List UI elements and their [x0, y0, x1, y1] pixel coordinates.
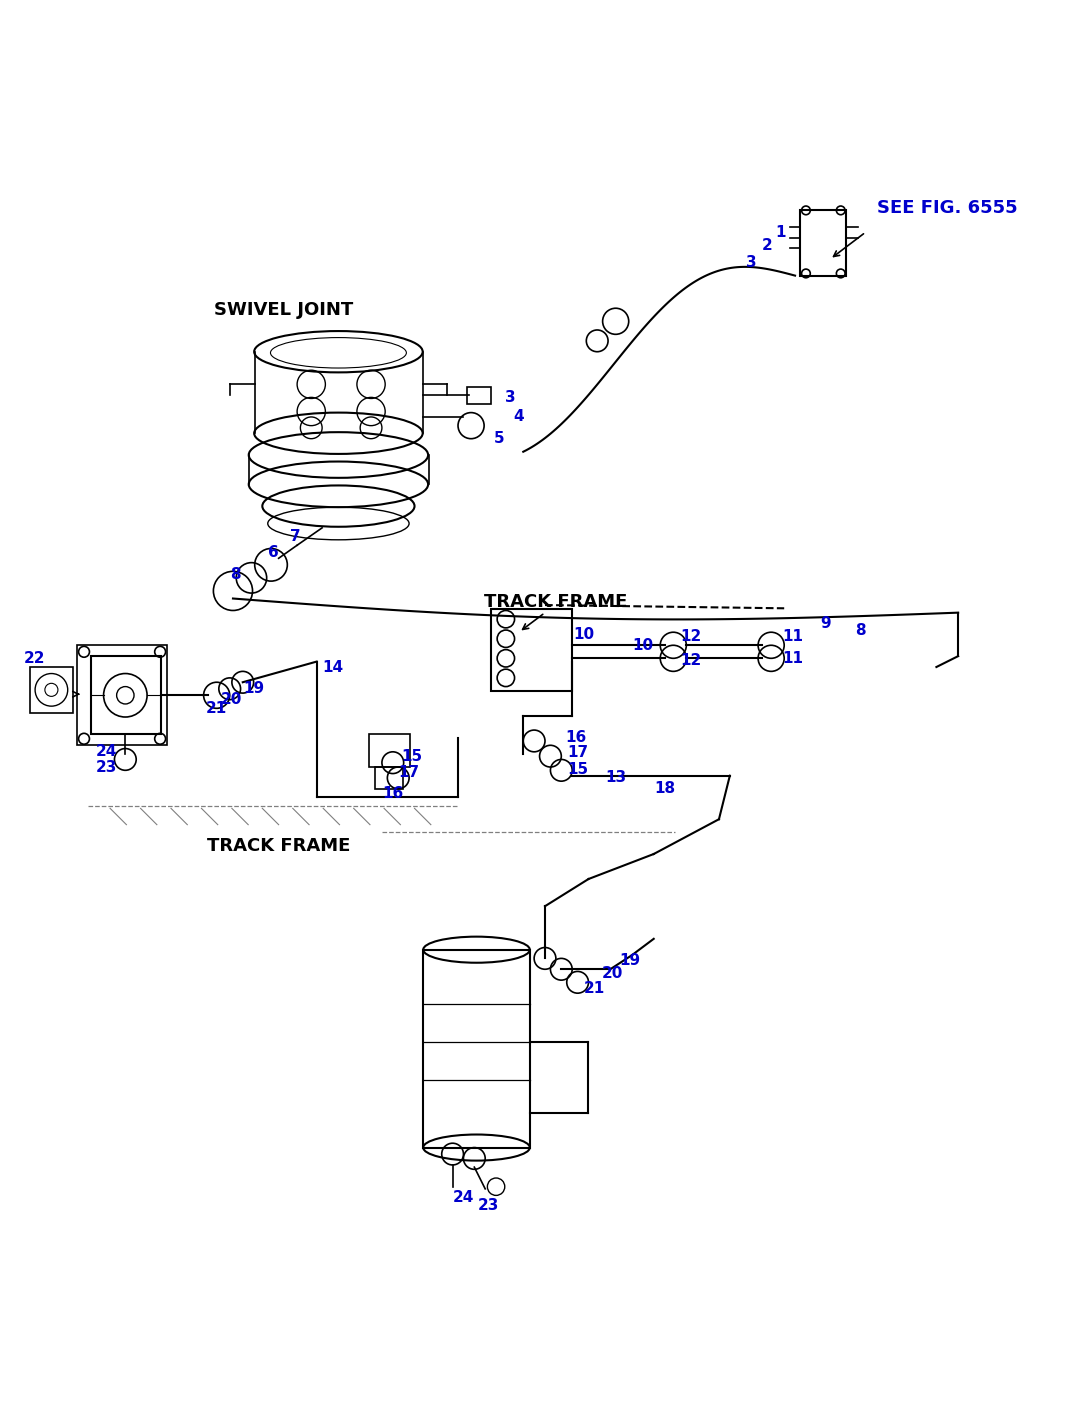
Text: 22: 22	[23, 651, 45, 666]
Bar	[423, 949, 530, 1148]
Text: 17: 17	[567, 746, 589, 760]
Text: 4: 4	[513, 409, 524, 425]
Text: 14: 14	[323, 659, 343, 675]
Text: 10: 10	[573, 627, 595, 642]
Text: 18: 18	[654, 782, 675, 796]
Text: SWIVEL JOINT: SWIVEL JOINT	[215, 301, 353, 320]
Text: 24: 24	[452, 1189, 474, 1205]
Text: 3: 3	[747, 254, 756, 270]
Text: 11: 11	[783, 630, 803, 644]
Text: 13: 13	[605, 770, 627, 786]
Text: 23: 23	[477, 1198, 499, 1212]
Text: 2: 2	[762, 237, 772, 253]
Text: 21: 21	[583, 982, 605, 996]
Bar	[375, 767, 402, 789]
Text: 12: 12	[680, 654, 701, 668]
Text: 15: 15	[402, 749, 423, 763]
Bar	[29, 666, 73, 713]
Text: 17: 17	[399, 764, 420, 780]
Text: 12: 12	[680, 630, 701, 644]
Text: SEE FIG. 6555: SEE FIG. 6555	[876, 199, 1017, 217]
Text: 19: 19	[619, 953, 640, 968]
Text: 8: 8	[855, 622, 865, 638]
Text: TRACK FRAME: TRACK FRAME	[484, 593, 628, 611]
Text: 19: 19	[243, 681, 264, 696]
Text: 11: 11	[783, 651, 803, 666]
Text: 7: 7	[290, 529, 300, 544]
Text: 21: 21	[206, 701, 228, 716]
Text: 6: 6	[268, 546, 279, 560]
Text: 8: 8	[230, 567, 241, 583]
Text: 9: 9	[820, 617, 831, 631]
Text: 16: 16	[565, 730, 586, 745]
Text: 23: 23	[96, 760, 118, 774]
Bar	[490, 610, 572, 691]
Text: TRACK FRAME: TRACK FRAME	[207, 837, 350, 855]
Text: 5: 5	[494, 431, 505, 446]
Text: 24: 24	[96, 745, 118, 759]
Text: 15: 15	[567, 762, 589, 777]
Text: 10: 10	[632, 638, 653, 652]
Bar	[90, 657, 161, 735]
Bar	[800, 210, 846, 276]
Bar	[467, 387, 490, 404]
Bar	[368, 735, 410, 767]
Text: 20: 20	[602, 966, 623, 980]
Bar	[77, 645, 167, 745]
Text: 3: 3	[505, 389, 516, 405]
Text: 16: 16	[383, 786, 403, 800]
Text: 1: 1	[776, 225, 786, 240]
Text: 20: 20	[221, 692, 243, 708]
